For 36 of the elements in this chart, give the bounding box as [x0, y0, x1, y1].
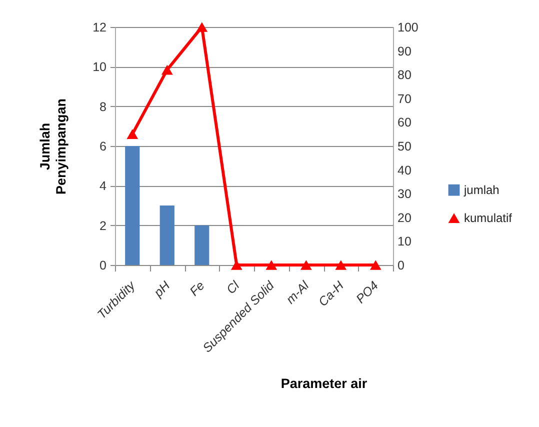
point [196, 22, 208, 32]
y2-tick-label: 100 [398, 20, 418, 34]
bar [160, 206, 174, 265]
legend-label: kumulatif [464, 211, 513, 226]
point [230, 260, 242, 270]
point [370, 260, 382, 270]
x-tick-label: Fe [187, 278, 208, 299]
point [161, 64, 173, 75]
y-tick-label: 2 [100, 218, 107, 233]
y2-tick-label: 0 [398, 258, 404, 272]
x-tick-label: Cl [224, 278, 243, 297]
y2-tick-label: 10 [398, 234, 412, 249]
bar [125, 146, 140, 265]
y-tick-label: 12 [92, 20, 107, 34]
y2-tick-label: 50 [398, 140, 412, 154]
y-tick-label: 10 [92, 60, 107, 74]
y-tick-label: 4 [100, 179, 107, 194]
y2-tick-label: 80 [398, 68, 412, 82]
bar [194, 225, 210, 265]
point [266, 260, 278, 270]
y2-tick-label: 60 [398, 116, 412, 130]
y-tick-label: 0 [100, 258, 107, 272]
y2-tick-label: 20 [398, 210, 412, 225]
point [335, 260, 347, 270]
point [300, 260, 312, 270]
y2-tick-label: 30 [398, 187, 412, 202]
x-axis-title: Parameter air [280, 376, 368, 391]
y-tick-label: 8 [100, 100, 107, 114]
x-tick-label: pH [150, 278, 174, 300]
y2-tick-label: 40 [398, 163, 412, 178]
point [126, 129, 138, 140]
legend-label: jumlah [463, 183, 500, 198]
y-tick-label: 6 [100, 140, 107, 154]
y2-tick-label: 70 [398, 92, 412, 106]
y-axis-title: Jumlah Penyimpangan [38, 98, 69, 195]
y2-tick-label: 90 [398, 44, 412, 58]
